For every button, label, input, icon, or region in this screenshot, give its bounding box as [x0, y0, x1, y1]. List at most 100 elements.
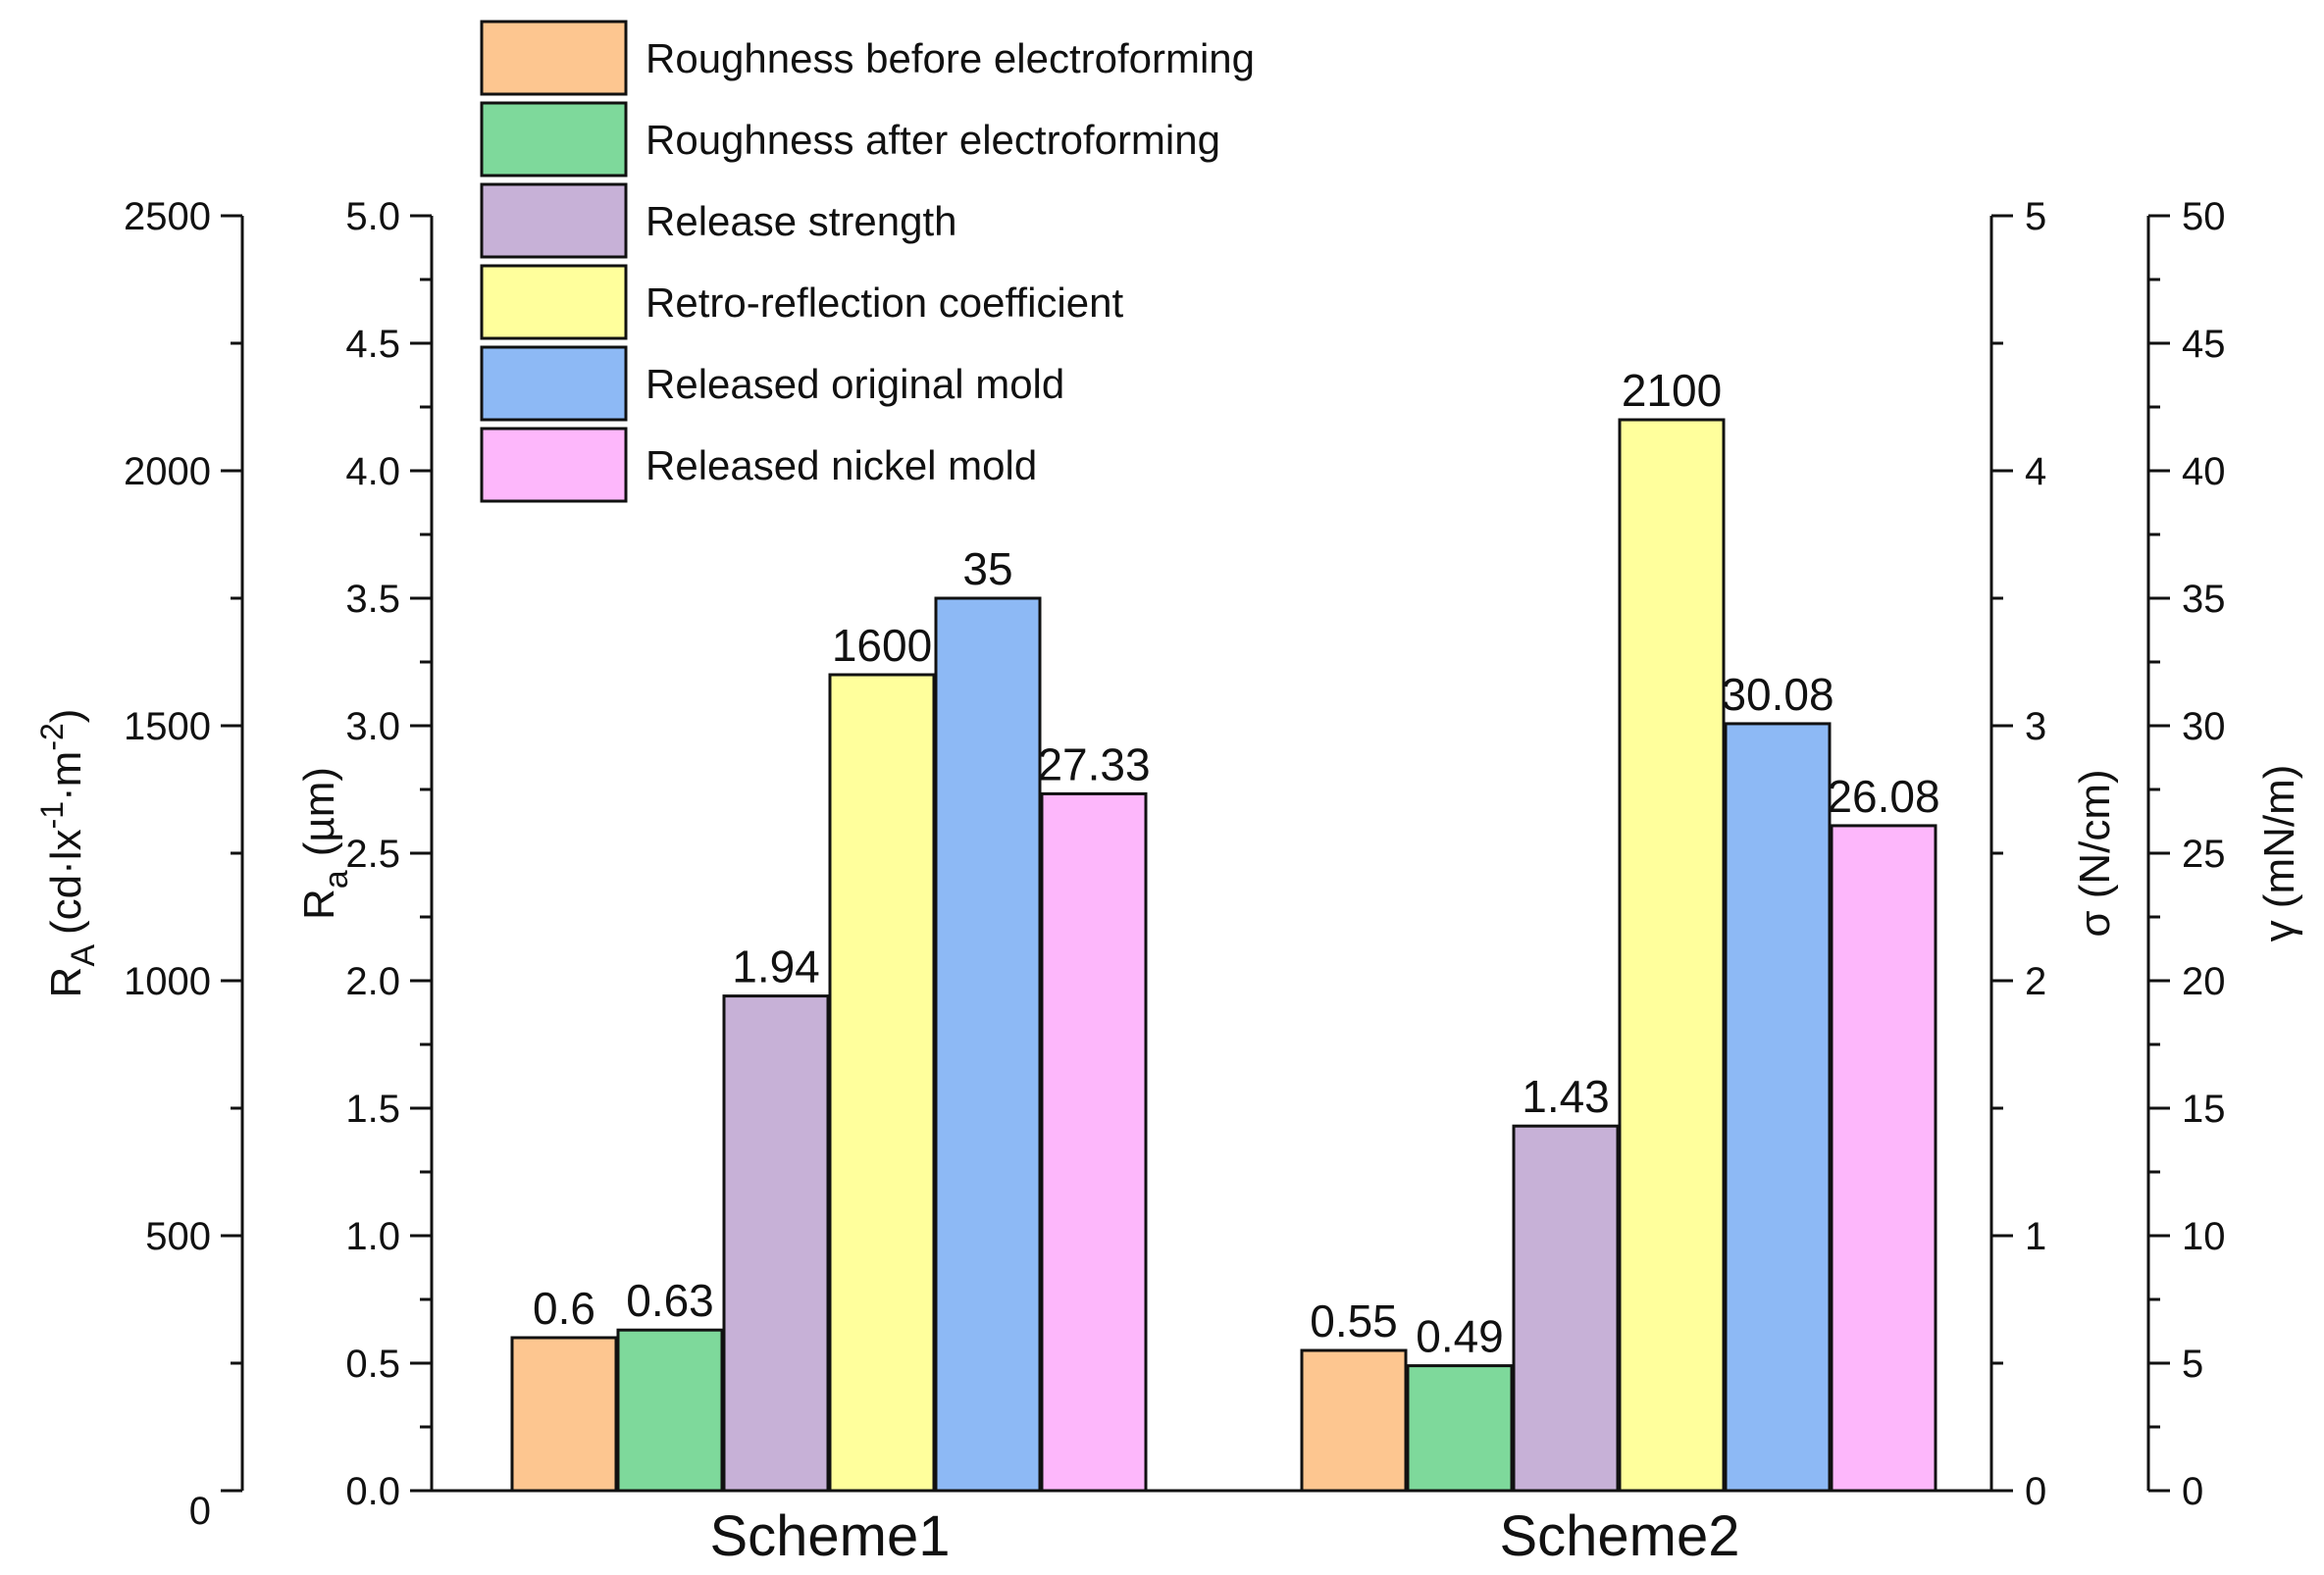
data-label: 0.55 — [1310, 1296, 1398, 1346]
tick-label: 25 — [2182, 833, 2226, 876]
tick-label: 5 — [2182, 1343, 2203, 1386]
legend-item: Roughness after electroforming — [480, 101, 1220, 178]
tick-label: 0.5 — [345, 1343, 400, 1386]
axis-title-part: ) — [42, 709, 90, 724]
data-label: 0.63 — [626, 1275, 714, 1326]
bar — [616, 1328, 724, 1493]
legend-label: Released original mold — [646, 361, 1064, 407]
tick-label: 0 — [2182, 1470, 2203, 1513]
tick-label: 5.0 — [345, 195, 400, 238]
data-label: 2100 — [1622, 365, 1722, 416]
tick-label: 0 — [2025, 1470, 2046, 1513]
axis-title-part: -1 — [34, 801, 70, 829]
data-label: 0.49 — [1416, 1311, 1504, 1362]
data-label: 35 — [962, 543, 1012, 594]
legend-label: Roughness before electroforming — [646, 35, 1255, 81]
legend-swatch — [480, 427, 628, 503]
axis-title-Ra: Ra (µm) — [295, 767, 355, 920]
tick-label: 15 — [2182, 1088, 2226, 1131]
tick-label: 2 — [2025, 960, 2046, 1003]
axis-Ra: 0.0 0.5 1.0 1.5 2.0 2.5 3.0 3.5 4.0 4.5 5.0 — [345, 195, 434, 1513]
bars — [510, 418, 1937, 1493]
tick-label: 0.0 — [345, 1470, 400, 1513]
legend-swatch — [480, 182, 628, 259]
tick-label: 10 — [2182, 1215, 2226, 1258]
data-label: 1.43 — [1522, 1071, 1610, 1122]
tick-label: 50 — [2182, 195, 2226, 238]
tick-label: 2.5 — [345, 833, 400, 876]
tick-label: 2.0 — [345, 960, 400, 1003]
tick-label: 1.5 — [345, 1088, 400, 1131]
legend-label: Released nickel mold — [646, 442, 1037, 488]
tick-label: 20 — [2182, 960, 2226, 1003]
tick-label: 4.5 — [345, 323, 400, 366]
tick-label: 1500 — [124, 705, 211, 748]
legend-label: Retro-reflection coefficient — [646, 279, 1123, 326]
tick-label: 1 — [2025, 1215, 2046, 1258]
tick-label: 30 — [2182, 705, 2226, 748]
bar — [1040, 791, 1148, 1493]
data-label: 30.08 — [1721, 669, 1833, 720]
legend-item: Retro-reflection coefficient — [480, 264, 1123, 340]
legend-swatch — [480, 264, 628, 340]
legend-swatch — [480, 345, 628, 422]
tick-label: 4.0 — [345, 450, 400, 493]
legend-item: Release strength — [480, 182, 957, 259]
axis-title-part: A — [65, 944, 102, 967]
tick-label: 0 — [189, 1490, 211, 1533]
legend-item: Roughness before electroforming — [480, 20, 1255, 96]
tick-label: 500 — [145, 1215, 211, 1258]
data-labels: 0.6 0.63 1.94 1600 35 27.33 Scheme1 0.55 0.49 1.4… — [533, 365, 1940, 1568]
legend-item: Released original mold — [480, 345, 1064, 422]
axes: 050010001500200025000.00.51.01.52.02.53.… — [34, 195, 2303, 1533]
data-label: 27.33 — [1037, 738, 1150, 789]
tick-label: 45 — [2182, 323, 2226, 366]
tick-label: 2500 — [124, 195, 211, 238]
axis-title-gamma: γ (mN/m) — [2255, 765, 2303, 942]
bar — [1724, 722, 1832, 1493]
bar — [722, 994, 830, 1493]
axis-title-RA: RA (cd·lx-1·m-2) — [34, 709, 102, 998]
axis-title-part: ·m — [42, 751, 90, 801]
bar — [1618, 418, 1726, 1493]
tick-label: 5 — [2025, 195, 2046, 238]
bar — [828, 673, 936, 1493]
bar — [1300, 1348, 1408, 1493]
legend-item: Released nickel mold — [480, 427, 1037, 503]
legend: Roughness before electroforming Roughness… — [480, 20, 1255, 503]
tick-label: 35 — [2182, 578, 2226, 621]
data-label: 0.6 — [533, 1283, 595, 1334]
bar — [1406, 1364, 1514, 1493]
axis-title-part: -2 — [34, 723, 70, 750]
axis-title-sigma: σ (N/cm) — [2071, 769, 2119, 937]
axis-title-part: a — [318, 870, 355, 889]
tick-label: 2000 — [124, 450, 211, 493]
tick-label: 3.5 — [345, 578, 400, 621]
bar — [934, 596, 1042, 1493]
axis-title-part: (µm) — [295, 767, 343, 856]
category-label: Scheme2 — [1499, 1504, 1739, 1568]
tick-label: 4 — [2025, 450, 2046, 493]
tick-label: 1.0 — [345, 1215, 400, 1258]
tick-label: 1000 — [124, 960, 211, 1003]
axis-title-part: R — [42, 967, 90, 998]
axis-title-part: R — [295, 889, 343, 920]
axis-title-part: (cd·lx — [42, 829, 90, 935]
tick-label: 40 — [2182, 450, 2226, 493]
legend-swatch — [480, 101, 628, 178]
legend-label: Roughness after electroforming — [646, 117, 1220, 163]
bar — [1830, 824, 1937, 1493]
bar — [510, 1336, 618, 1493]
data-label: 1.94 — [732, 941, 820, 992]
data-label: 26.08 — [1827, 771, 1939, 822]
axis-RA: 0 500 1000 1500 2000 2500 — [124, 195, 244, 1533]
data-label: 1600 — [832, 620, 932, 671]
legend-label: Release strength — [646, 198, 957, 244]
legend-swatch — [480, 20, 628, 96]
category-label: Scheme1 — [709, 1504, 950, 1568]
axis-sigma: 0 1 2 3 4 5 — [1989, 195, 2046, 1513]
tick-label: 3.0 — [345, 705, 400, 748]
axis-gamma: 0 5 10 15 20 25 30 35 40 45 50 — [2146, 195, 2226, 1513]
tick-label: 3 — [2025, 705, 2046, 748]
